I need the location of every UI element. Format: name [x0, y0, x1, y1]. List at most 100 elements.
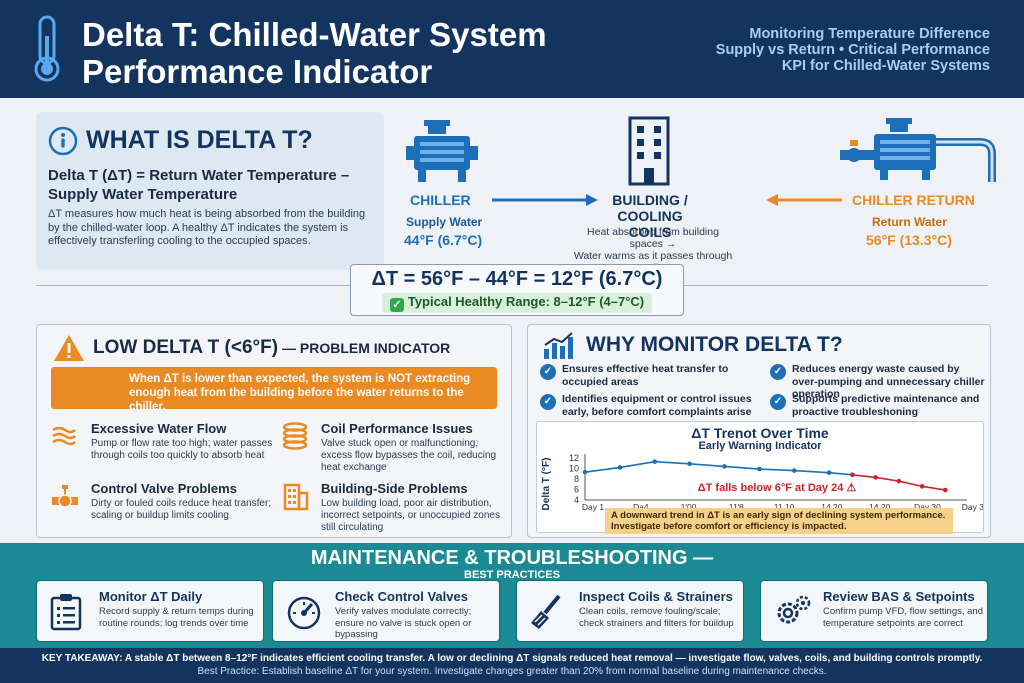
why-heading: WHY MONITOR DELTA T?	[586, 333, 843, 356]
gears-icon	[777, 595, 811, 624]
supply-water-label: Supply Water	[406, 215, 483, 229]
card-desc: Verify valves modulate correctly; ensure…	[335, 606, 472, 640]
why-monitor-panel: WHY MONITOR DELTA T? ✓ Ensures effective …	[527, 324, 991, 538]
building-note-line-1: Heat absorbed from building spaces →	[587, 226, 719, 250]
definition-line-1: Delta T (ΔT) = Return Water Temperature …	[48, 167, 350, 184]
y-tick-label: 4	[574, 495, 579, 505]
data-point	[873, 475, 878, 480]
card-desc: Confirm pump VFD, flow settings, and tem…	[823, 606, 983, 629]
delta-t-trend-chart: ΔT Trenot Over Time Early Warning Indica…	[536, 421, 984, 534]
chart-title: ΔT Trenot Over Time	[691, 425, 829, 441]
building-icon	[283, 483, 309, 511]
x-tick-label: Day 1	[582, 502, 604, 512]
data-point	[652, 459, 658, 464]
data-point	[687, 461, 692, 467]
key-takeaway: KEY TAKEAWAY: A stable ΔT between 8–12°F…	[41, 653, 983, 664]
cause-title: Coil Performance Issues	[321, 421, 473, 436]
card-title: Review BAS & Setpoints	[823, 589, 975, 604]
cause-building-side: Building-Side Problems Low building load…	[321, 481, 541, 534]
warning-icon	[54, 335, 84, 361]
building-label-line-2: COOLING COILS	[617, 208, 683, 240]
why-bullet: ✓ Supports predictive maintenance and pro…	[770, 393, 986, 418]
x-tick-label: 11 10	[774, 502, 795, 512]
card-title: Monitor ΔT Daily	[99, 589, 203, 604]
cause-desc: Low building load, poor air distribution…	[321, 498, 500, 533]
x-tick-label: Day 30	[914, 502, 941, 512]
x-tick-label: Day 30	[962, 502, 983, 512]
subtitle-line-3: KPI for Chilled-Water Systems	[781, 58, 990, 74]
card-desc: Record supply & return temps during rout…	[99, 606, 254, 629]
footer-takeaway: KEY TAKEAWAY: A stable ΔT between 8–12°F…	[0, 648, 1024, 683]
warning-icon: ⚠	[846, 482, 856, 494]
info-icon	[48, 126, 78, 156]
valve-icon	[52, 485, 78, 508]
header-subtitle: Monitoring Temperature Difference Supply…	[716, 26, 990, 74]
subtitle-line-1: Monitoring Temperature Difference	[749, 26, 990, 42]
x-tick-label: 14 20	[821, 502, 843, 512]
why-bullet-text: Supports predictive maintenance and proa…	[792, 393, 980, 418]
coil-icon	[282, 422, 308, 450]
definition-line-2: Supply Water Temperature	[48, 186, 238, 203]
brush-icon	[531, 594, 561, 629]
chart-subtitle: Early Warning Indicator	[698, 440, 822, 452]
page-title: Delta T: Chilled-Water System Performanc…	[82, 16, 642, 90]
delta-t-equation: ΔT = 56°F – 44°F = 12°F (6.7°C)	[371, 268, 663, 290]
cause-coil-performance: Coil Performance Issues Valve stuck open…	[321, 421, 541, 474]
cause-title: Control Valve Problems	[91, 481, 237, 496]
healthy-range-badge: ✓ Typical Healthy Range: 8–12°F (4–7°C)	[381, 293, 653, 313]
why-bullet: ✓ Identifies equipment or control issues …	[540, 393, 760, 418]
building-label: BUILDING / COOLING COILS	[600, 192, 700, 240]
cause-control-valve: Control Valve Problems Dirty or fouled c…	[91, 481, 311, 522]
data-point	[791, 468, 797, 473]
cause-title: Excessive Water Flow	[91, 421, 227, 436]
data-point	[582, 469, 588, 475]
cause-desc: Valve stuck open or malfunctioning; exce…	[321, 438, 497, 473]
flow-diagram: CHILLER Supply Water 44°F (6.7°C) BUILDI…	[400, 108, 1000, 274]
card-title: Check Control Valves	[335, 589, 468, 604]
x-tick-label: 11'8	[729, 502, 744, 512]
y-tick-label: 8	[574, 474, 579, 484]
low-heading-suffix: — PROBLEM INDICATOR	[278, 340, 451, 356]
data-point	[757, 466, 762, 472]
bar-chart-icon	[544, 332, 573, 359]
flow-icon	[52, 426, 76, 446]
maintenance-subheading: BEST PRACTICES	[464, 569, 560, 581]
data-point	[722, 464, 727, 469]
return-chiller-icon	[840, 118, 996, 182]
definition: Delta T (ΔT) = Return Water Temperature …	[48, 166, 378, 204]
chiller-label: CHILLER	[410, 192, 471, 208]
what-heading: WHAT IS DELTA T?	[86, 126, 313, 154]
check-icon: ✓	[540, 394, 556, 410]
series-line	[584, 460, 853, 476]
practice-card-valves: Check Control Valves Verify valves modul…	[272, 580, 500, 642]
data-point	[896, 478, 902, 484]
cause-desc: Dirty or fouled coils reduce heat transf…	[91, 498, 272, 521]
y-tick-label: 6	[574, 485, 579, 495]
practice-card-bas: Review BAS & Setpoints Confirm pump VFD,…	[760, 580, 988, 642]
data-point	[919, 484, 925, 489]
header-banner: Delta T: Chilled-Water System Performanc…	[0, 0, 1024, 98]
healthy-range-text: Typical Healthy Range: 8–12°F (4–7°C)	[407, 294, 645, 309]
check-icon: ✓	[770, 394, 786, 410]
maintenance-heading: MAINTENANCE & TROUBLESHOOTING —	[310, 547, 714, 569]
cause-title: Building-Side Problems	[321, 481, 468, 496]
x-tick-label: Da4	[633, 502, 649, 512]
clipboard-icon	[50, 594, 82, 631]
cause-desc: Pump or flow rate too high; water passes…	[91, 438, 273, 461]
return-arrow-icon	[766, 194, 842, 206]
definition-description: ΔT measures how much heat is being absor…	[48, 208, 366, 247]
card-title: Inspect Coils & Strainers	[579, 589, 733, 604]
chart-note: A downward trend in ΔT is an early sign …	[605, 508, 953, 534]
check-icon: ✓	[770, 364, 786, 380]
supply-temp: 44°F (6.7°C)	[404, 232, 483, 248]
why-bullet: ✓ Ensures effective heat transfer to occu…	[540, 363, 760, 388]
check-icon: ✓	[389, 298, 404, 312]
chart-annotation: ΔT falls below 6°F at Day 24 ⚠	[698, 482, 857, 494]
best-practice: Best Practice: Establish baseline ΔT for…	[197, 666, 827, 677]
why-bullet-text: Ensures effective heat transfer to occup…	[562, 363, 729, 388]
why-bullet: ✓ Reduces energy waste caused by over-pum…	[770, 363, 986, 401]
low-heading-main: LOW DELTA T (<6°F)	[93, 337, 279, 358]
return-water-label: Return Water	[872, 215, 947, 229]
data-point	[826, 470, 832, 475]
